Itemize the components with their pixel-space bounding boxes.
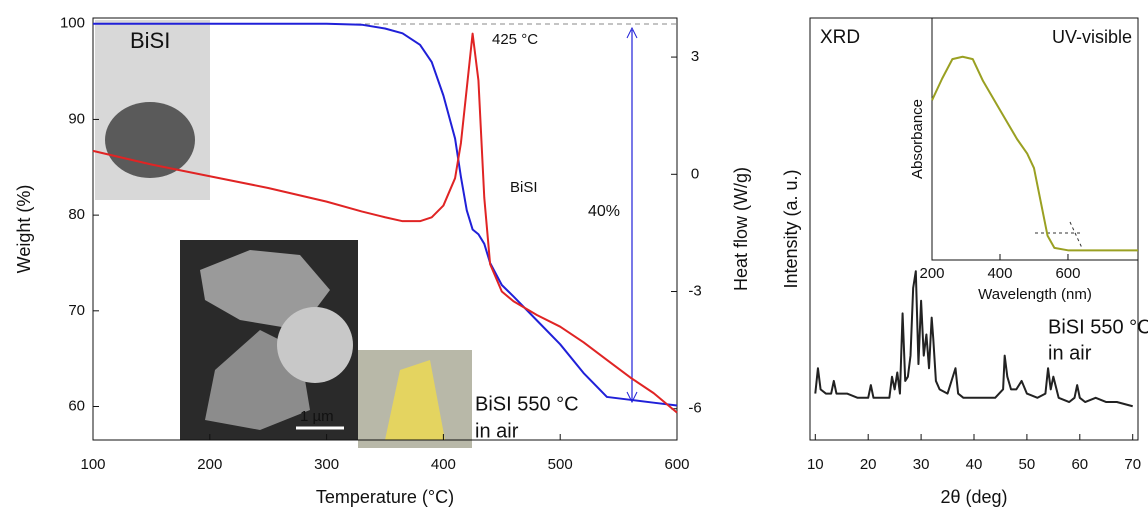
x-tick-label: 400 [431,456,456,473]
data-line [932,57,1138,251]
annotation: 425 °C [492,31,538,48]
annotation: in air [475,420,519,442]
x-axis-label: 2θ (deg) [940,487,1007,507]
x-tick-label: 30 [913,456,930,473]
x-tick-label: 200 [919,265,944,282]
y-tick-label: 100 [60,15,85,32]
axis-line [932,18,1138,260]
annotation: 40% [588,203,620,220]
annotation: BiSI 550 °C [1048,316,1148,338]
y2-tick-label: -3 [688,282,701,299]
y-tick-label: 90 [68,110,85,127]
tangent-line [1070,222,1082,248]
x-axis-label: Temperature (°C) [316,487,454,507]
figure: 100 200 300 400 500 600 60 70 80 90 100 -6 -3 0 3 Tempe… [0,0,1148,518]
y-tick-label: 60 [68,397,85,414]
flake [277,307,353,383]
y2-tick-label: 3 [691,48,699,65]
x-tick-label: 300 [314,456,339,473]
x-tick-label: 20 [860,456,877,473]
x-tick-label: 100 [80,456,105,473]
plot-frame [810,18,1138,440]
annotation: BiSI 550 °C [475,393,579,415]
x-tick-label: 500 [548,456,573,473]
annotation: BiSI [130,28,170,53]
chart-title: UV-visible [1052,27,1132,47]
annotation: in air [1048,342,1092,364]
x-tick-label: 200 [197,456,222,473]
y2-axis-label: Heat flow (W/g) [731,167,751,291]
x-axis-label: Wavelength (nm) [978,286,1092,303]
x-tick-label: 50 [1019,456,1036,473]
y-axis-label: Absorbance [909,99,926,179]
y-tick-label: 70 [68,302,85,319]
x-tick-label: 600 [664,456,689,473]
x-tick-label: 600 [1055,265,1080,282]
x-tick-label: 70 [1124,456,1141,473]
x-tick-label: 400 [987,265,1012,282]
y-tick-label: 80 [68,206,85,223]
y-axis-label: Weight (%) [14,185,34,274]
y2-tick-label: -6 [688,400,701,417]
x-tick-label: 10 [807,456,824,473]
y-axis-label: Intensity (a. u.) [781,169,801,288]
annotation: 1 µm [300,408,334,425]
x-tick-label: 60 [1071,456,1088,473]
y2-tick-label: 0 [691,165,699,182]
annotation: XRD [820,27,860,48]
x-tick-label: 40 [966,456,983,473]
annotation: BiSI [510,179,538,196]
page: 100 200 300 400 500 600 60 70 80 90 100 -6 -3 0 3 Tempe… [0,0,1148,518]
powder [105,102,195,178]
